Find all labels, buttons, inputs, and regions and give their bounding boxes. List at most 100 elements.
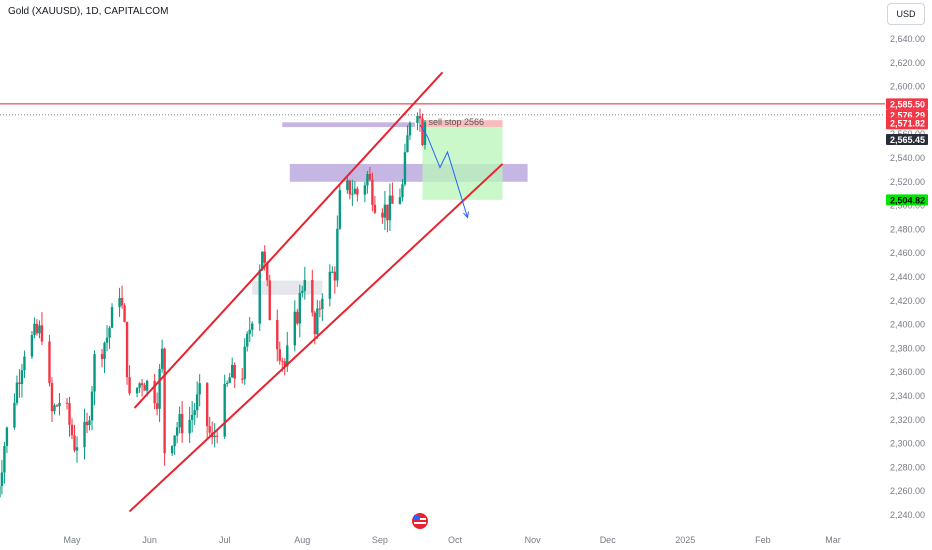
candle-body [416, 116, 419, 124]
candle-body [193, 410, 196, 415]
candle-body [198, 383, 201, 395]
candle-body [125, 321, 129, 378]
price-tick-label: 2,360.00 [890, 367, 925, 377]
candle-body [158, 368, 161, 409]
candle-body [348, 180, 352, 195]
candle-body [228, 377, 231, 383]
price-tick-label: 2,540.00 [890, 153, 925, 163]
time-tick-label: Oct [448, 535, 463, 545]
price-tick-label: 2,480.00 [890, 224, 925, 234]
take-profit-zone [422, 127, 503, 200]
candle-body [58, 402, 61, 407]
price-tick-label: 2,300.00 [890, 439, 925, 449]
currency-button[interactable]: USD [887, 3, 925, 25]
channel-lower-line [128, 163, 504, 513]
candle-body [301, 290, 304, 293]
candle-body [276, 319, 279, 350]
price-tick-label: 2,520.00 [890, 177, 925, 187]
candle-body [313, 312, 317, 335]
candle-body [180, 413, 184, 434]
candle-body [118, 297, 121, 308]
candle-body [391, 195, 394, 204]
time-tick-label: Dec [600, 535, 617, 545]
candle-body [85, 421, 89, 426]
candle-body [381, 212, 384, 218]
candle-body [55, 405, 59, 407]
candle-body [3, 445, 6, 473]
candle-body [356, 188, 359, 195]
candle-body [258, 270, 261, 324]
candle-body [13, 402, 16, 428]
candle-body [48, 341, 51, 383]
price-tick-label: 2,380.00 [890, 343, 925, 353]
candle-body [368, 174, 372, 180]
candle-body [293, 311, 296, 346]
candle-body [281, 360, 284, 362]
candle-body [110, 307, 114, 328]
candle-body [366, 174, 369, 186]
candle-body [70, 424, 74, 436]
channel-upper-line [133, 71, 444, 409]
candle-body [333, 271, 337, 281]
candle-body [88, 420, 91, 426]
candle-body [160, 348, 164, 369]
price-tick-label: 2,340.00 [890, 391, 925, 401]
price-label-text: 2,571.82 [890, 118, 925, 128]
time-tick-label: Sep [372, 535, 388, 545]
price-tick-label: 2,240.00 [890, 510, 925, 520]
candle-body [401, 184, 404, 198]
symbol-title: Gold (XAUUSD), 1D, CAPITALCOM [8, 6, 169, 17]
candle-body [143, 385, 146, 391]
candle-body [261, 251, 264, 271]
candle-body [75, 447, 79, 451]
candle-body [386, 204, 389, 221]
candle-body [336, 228, 339, 281]
time-tick-label: Nov [525, 535, 542, 545]
time-tick-label: Jul [219, 535, 231, 545]
candle-body [278, 349, 281, 361]
candle-body [190, 414, 194, 420]
candle-body [208, 426, 211, 433]
candle-body [123, 305, 126, 322]
candle-body [418, 116, 422, 119]
candle-body [251, 323, 254, 330]
tradingview-flag-icon [412, 513, 428, 529]
candle-body [68, 403, 71, 425]
candle-body [53, 405, 56, 412]
candle-body [15, 382, 19, 403]
candle-body [178, 413, 181, 428]
sell-stop-label: sell stop 2566 [428, 117, 484, 127]
candle-body [388, 195, 392, 221]
candle-body [226, 382, 229, 385]
candle-body [223, 384, 226, 437]
candle-body [105, 337, 109, 343]
candle-body [231, 364, 234, 378]
stop-loss-zone [422, 120, 503, 128]
candle-body [83, 421, 86, 448]
price-label-text: 2,504.82 [890, 195, 925, 205]
candle-body [20, 370, 24, 384]
candle-body [351, 193, 354, 195]
candle-body [363, 185, 367, 195]
candles-layer [0, 108, 427, 498]
candle-body [153, 380, 156, 404]
candle-body [100, 354, 104, 359]
price-tick-label: 2,460.00 [890, 248, 925, 258]
time-tick-label: May [63, 535, 81, 545]
candle-body [93, 354, 96, 392]
candle-body [338, 190, 342, 229]
candle-body [33, 323, 36, 335]
candle-body [403, 152, 407, 185]
price-label-text: 2,585.50 [890, 99, 925, 109]
price-axis: 2,240.00 2,260.00 2,280.00 2,300.00 2,320.00… [886, 34, 928, 520]
candle-body [5, 427, 9, 446]
time-tick-label: Jun [142, 535, 157, 545]
candle-body [311, 279, 314, 313]
price-label-box [886, 194, 928, 206]
candle-body [383, 204, 387, 218]
candle-body [318, 308, 322, 310]
candle-body [246, 333, 249, 347]
candle-body [263, 251, 266, 263]
candle-body [30, 334, 34, 357]
